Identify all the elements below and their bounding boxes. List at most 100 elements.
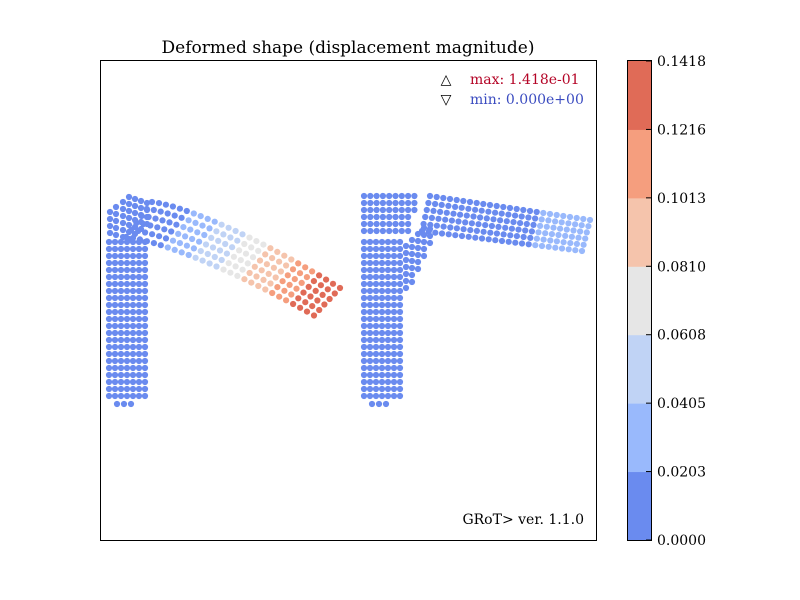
node-point	[117, 273, 125, 281]
node-point	[442, 216, 449, 223]
node-point	[414, 258, 422, 266]
node-point	[111, 308, 119, 316]
node-point	[265, 270, 272, 277]
node-point	[543, 223, 550, 230]
node-point	[466, 198, 474, 206]
node-point	[159, 217, 166, 224]
node-point	[141, 245, 149, 253]
node-point	[420, 245, 428, 253]
node-point	[372, 364, 380, 372]
node-point	[295, 295, 302, 302]
node-point	[222, 240, 229, 248]
node-point	[360, 294, 368, 302]
node-point	[545, 217, 552, 224]
node-point	[260, 276, 267, 283]
node-point	[458, 204, 465, 211]
node-point	[372, 350, 380, 358]
node-point	[465, 205, 472, 212]
node-point	[472, 234, 479, 241]
node-point	[450, 210, 457, 217]
node-point	[384, 385, 392, 393]
node-point	[367, 199, 374, 207]
node-point	[131, 195, 139, 203]
node-point	[378, 371, 386, 379]
node-point	[117, 336, 125, 344]
node-point	[105, 329, 113, 337]
node-point	[164, 244, 171, 251]
node-point	[405, 213, 412, 221]
node-point	[162, 201, 169, 208]
node-point	[302, 299, 309, 306]
node-point	[396, 301, 404, 309]
node-point	[408, 250, 416, 258]
node-point	[119, 205, 127, 213]
node-point	[281, 287, 288, 294]
node-point	[467, 227, 474, 234]
node-point	[398, 199, 405, 207]
node-point	[473, 199, 480, 207]
node-point	[379, 220, 386, 228]
node-point	[123, 357, 131, 365]
node-point	[123, 259, 131, 267]
node-point	[411, 192, 418, 200]
node-point	[129, 357, 137, 365]
node-point	[135, 308, 143, 316]
node-point	[199, 222, 206, 229]
node-point	[460, 226, 467, 233]
node-point	[123, 301, 131, 309]
node-point	[360, 385, 368, 393]
node-point	[384, 259, 392, 267]
node-point	[218, 256, 225, 264]
node-point	[117, 287, 125, 295]
node-point	[384, 245, 392, 253]
node-point	[105, 371, 113, 379]
node-point	[123, 392, 131, 400]
node-point	[253, 273, 260, 280]
node-point	[123, 308, 131, 316]
node-point	[137, 204, 145, 212]
node-point	[360, 213, 368, 221]
node-point	[360, 336, 368, 344]
node-point	[176, 205, 183, 212]
node-point	[405, 206, 412, 214]
node-point	[414, 244, 422, 252]
node-point	[111, 364, 119, 372]
node-point	[309, 303, 316, 310]
node-point	[263, 261, 270, 268]
node-point	[565, 220, 572, 227]
node-point	[572, 247, 579, 254]
node-point	[372, 266, 380, 274]
node-point	[392, 213, 399, 221]
node-point	[112, 217, 120, 225]
colorbar-segment	[628, 197, 651, 267]
node-point	[307, 293, 314, 300]
node-point	[573, 214, 580, 222]
node-point	[360, 308, 368, 316]
node-point	[390, 357, 398, 365]
node-point	[105, 301, 113, 309]
node-point	[520, 233, 527, 241]
node-point	[390, 266, 398, 274]
node-point	[236, 247, 243, 254]
node-point	[452, 203, 459, 210]
node-point	[396, 364, 404, 372]
node-point	[220, 231, 227, 238]
node-point	[560, 212, 567, 220]
node-point	[131, 209, 139, 217]
node-point	[433, 222, 440, 229]
node-point	[112, 231, 120, 239]
node-point	[123, 287, 131, 295]
node-point	[446, 195, 454, 203]
node-point	[378, 343, 386, 351]
node-point	[123, 266, 131, 274]
node-point	[120, 400, 128, 408]
node-point	[428, 214, 435, 221]
node-point	[123, 294, 131, 302]
node-point	[445, 202, 452, 209]
node-point	[154, 224, 161, 231]
colorbar-segment	[628, 471, 651, 541]
node-point	[372, 329, 380, 337]
node-point	[384, 329, 392, 337]
node-point	[117, 392, 125, 400]
node-point	[303, 274, 310, 281]
